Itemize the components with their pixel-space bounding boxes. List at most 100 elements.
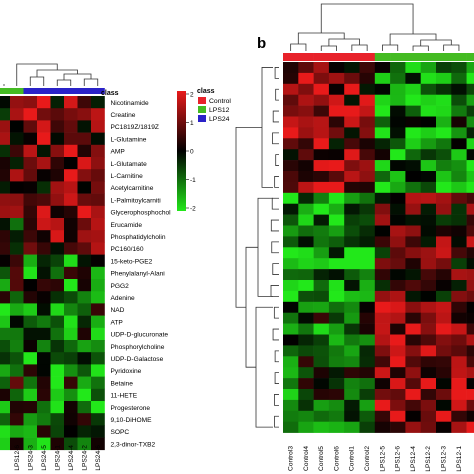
heatmap-cell (298, 203, 314, 215)
heatmap-cell (91, 401, 105, 414)
heatmap-cell (64, 144, 78, 158)
dendrogram-branch (320, 45, 337, 51)
heatmap-cell (37, 279, 51, 292)
heatmap-cell (390, 160, 406, 172)
heatmap-cell (390, 171, 406, 183)
heatmap-cell (283, 127, 299, 139)
heatmap-cell (37, 388, 51, 402)
class-bar-cell (466, 53, 474, 61)
heatmap-cell (466, 214, 474, 226)
heatmap-cell (10, 303, 24, 316)
heatmap-cell (10, 291, 24, 304)
heatmap-cell (64, 193, 78, 207)
heatmap-cell (374, 116, 391, 128)
heatmap-cell (344, 214, 360, 226)
heatmap-cell (390, 116, 406, 128)
heatmap-cell (91, 181, 105, 194)
legend-title: class (197, 88, 215, 95)
heatmap-cell (283, 389, 299, 401)
heatmap-cell (466, 138, 474, 150)
column-label: LPS24-1 (54, 445, 61, 471)
heatmap-cell (23, 157, 38, 170)
heatmap-cell (344, 280, 360, 292)
heatmap-cell (313, 236, 330, 248)
heatmap-cell (50, 352, 65, 365)
heatmap-cell (420, 236, 437, 248)
heatmap-cell (328, 345, 345, 357)
heatmap-cell (328, 192, 345, 204)
heatmap-cell (23, 413, 38, 426)
dendrogram-branch (273, 306, 279, 319)
column-label: LPS12-1 (456, 446, 463, 472)
heatmap-cell (91, 327, 105, 341)
heatmap-cell (466, 334, 474, 346)
heatmap-cell (451, 116, 467, 128)
heatmap-cell (283, 247, 299, 259)
dendrogram-branch (320, 3, 414, 34)
heatmap-cell (405, 247, 421, 259)
heatmap-cell (466, 127, 474, 139)
heatmap-cell (298, 127, 314, 139)
heatmap-cell (0, 218, 11, 231)
row-label: Creatine (111, 112, 136, 119)
heatmap-cell (328, 105, 345, 117)
heatmap-cell (390, 247, 406, 259)
heatmap-cell (50, 132, 65, 146)
heatmap-cell (298, 323, 314, 335)
heatmap-cell (37, 205, 51, 219)
heatmap-cell (405, 280, 421, 292)
heatmap-cell (298, 214, 314, 226)
heatmap-cell (374, 236, 391, 248)
heatmap-cell (313, 312, 330, 324)
heatmap-cell (390, 389, 406, 401)
dendrogram-branch (274, 394, 279, 406)
heatmap-cell (328, 410, 345, 422)
heatmap-cell (436, 225, 452, 237)
heatmap-cell (344, 258, 360, 270)
row-label: Betaine (111, 380, 134, 387)
row-label: Progesterone (111, 405, 151, 412)
heatmap-cell (77, 193, 92, 207)
heatmap-cell (451, 247, 467, 259)
heatmap-cell (64, 181, 78, 194)
heatmap-cell (50, 205, 65, 219)
heatmap-cell (420, 116, 437, 128)
heatmap-cell (64, 437, 78, 451)
heatmap-cell (328, 203, 345, 215)
heatmap-cell (91, 254, 105, 268)
heatmap-cell (50, 315, 65, 329)
heatmap-cell (0, 291, 11, 304)
heatmap-cell (451, 94, 467, 106)
dendrogram-branch (272, 328, 279, 341)
heatmap-cell (64, 413, 78, 426)
heatmap-cell (390, 280, 406, 292)
heatmap-cell (0, 132, 11, 146)
heatmap-cell (298, 389, 314, 401)
heatmap-cell (0, 340, 11, 353)
heatmap-cell (374, 127, 391, 139)
heatmap-cell (37, 401, 51, 414)
heatmap-cell (64, 352, 78, 365)
heatmap-cell (0, 242, 11, 255)
heatmap-cell (283, 62, 299, 74)
heatmap-cell (77, 254, 92, 268)
heatmap-cell (313, 62, 330, 74)
heatmap-cell (344, 301, 360, 313)
heatmap-cell (374, 72, 391, 85)
row-label: Phosphorylcholine (111, 344, 165, 351)
heatmap-cell (50, 327, 65, 341)
heatmap-cell (50, 120, 65, 133)
heatmap-cell (420, 258, 437, 270)
heatmap-cell (313, 378, 330, 390)
heatmap-cell (420, 214, 437, 226)
heatmap-cell (451, 269, 467, 281)
heatmap-cell (283, 367, 299, 379)
row-label: Acetylcarnitine (111, 185, 154, 192)
heatmap-cell (77, 120, 92, 133)
heatmap-cell (405, 258, 421, 270)
heatmap-cell (10, 205, 24, 219)
heatmap-cell (451, 83, 467, 95)
heatmap-cell (50, 303, 65, 316)
heatmap-cell (313, 94, 330, 106)
heatmap-cell (436, 247, 452, 259)
